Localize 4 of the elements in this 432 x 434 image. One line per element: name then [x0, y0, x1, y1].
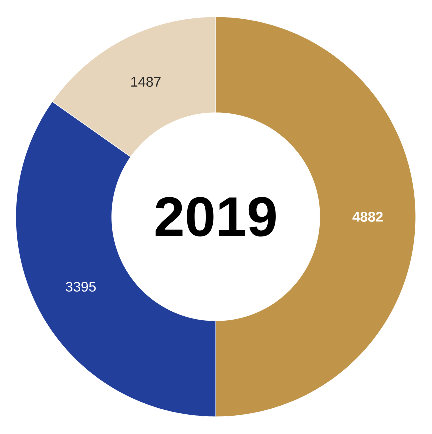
data-label: 4882: [352, 212, 383, 222]
text: 2019: [156, 197, 276, 237]
data-label: 3395: [66, 282, 96, 292]
data-label: 1487: [132, 77, 161, 87]
